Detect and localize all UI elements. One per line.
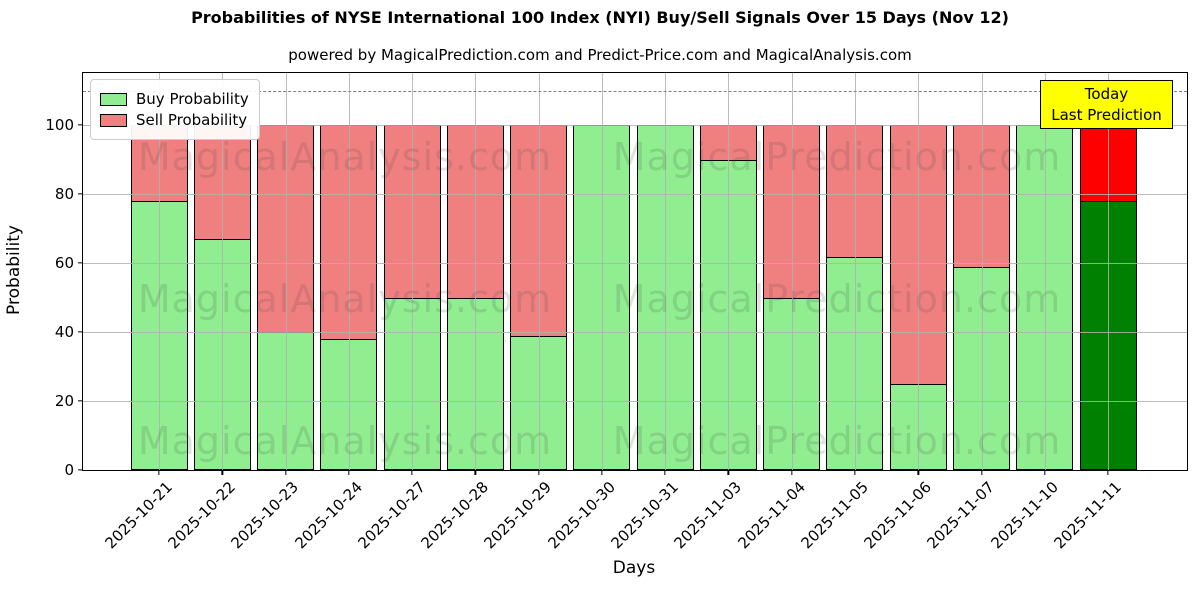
- x-axis-label: Days: [612, 558, 656, 578]
- legend: Buy Probability Sell Probability: [90, 79, 260, 140]
- x-tick-mark: [537, 470, 540, 475]
- x-tick-label: 2025-11-11: [1050, 478, 1125, 553]
- x-tick-mark: [917, 470, 919, 475]
- legend-item: Buy Probability: [100, 90, 249, 108]
- legend-swatch: [100, 92, 127, 106]
- gridline-v: [601, 73, 603, 470]
- x-tick-mark: [474, 470, 476, 475]
- today-annotation-line: Last Prediction: [1051, 105, 1162, 124]
- x-tick-label: 2025-11-07: [923, 478, 999, 553]
- gridline-h: [83, 332, 1187, 333]
- x-tick-mark: [158, 470, 160, 475]
- x-tick-mark: [411, 470, 413, 475]
- watermark-text: MagicalAnalysis.com: [137, 277, 553, 321]
- gridline-v: [538, 73, 540, 470]
- gridline-v: [1108, 73, 1110, 470]
- gridline-h: [83, 401, 1187, 402]
- x-tick-label: 2025-10-21: [101, 478, 176, 553]
- y-tick-mark: [78, 469, 83, 471]
- x-tick-label: 2025-11-05: [797, 478, 872, 553]
- y-tick-mark: [78, 400, 83, 402]
- today-annotation-line: Today: [1084, 84, 1129, 103]
- chart-subtitle: powered by MagicalPrediction.com and Pre…: [288, 46, 912, 64]
- gridline-v: [285, 73, 287, 470]
- x-tick-mark: [664, 470, 666, 475]
- gridline-h: [83, 125, 1187, 126]
- x-tick-mark: [1044, 470, 1046, 475]
- y-tick-label: 60: [54, 254, 74, 272]
- chart-title: Probabilities of NYSE International 100 …: [191, 8, 1009, 27]
- x-tick-mark: [727, 470, 730, 475]
- x-tick-label: 2025-10-28: [417, 478, 493, 553]
- x-tick-mark: [348, 470, 350, 475]
- watermark-text: MagicalPrediction.com: [612, 419, 1062, 463]
- today-annotation: Today Last Prediction: [1040, 80, 1173, 129]
- gridline-v: [159, 73, 160, 470]
- y-tick-mark: [78, 262, 83, 264]
- gridline-v: [791, 73, 793, 470]
- y-tick-mark: [78, 193, 83, 195]
- x-tick-label: 2025-10-29: [480, 478, 556, 553]
- watermark-text: MagicalAnalysis.com: [137, 135, 553, 179]
- x-tick-label: 2025-11-04: [734, 478, 809, 553]
- x-tick-mark: [791, 470, 793, 475]
- gridline-h: [83, 263, 1187, 264]
- gridline-v: [348, 73, 350, 470]
- plot-area: 2025-10-21 2025-10-22 2025-10-23 2025-10-24…: [45, 72, 1188, 552]
- watermark-text: MagicalPrediction.com: [612, 277, 1062, 321]
- x-tick-label: 2025-10-30: [544, 478, 619, 553]
- watermark-text: MagicalPrediction.com: [612, 135, 1062, 179]
- legend-label: Buy Probability: [136, 90, 249, 108]
- y-tick-mark: [78, 331, 83, 333]
- gridline-v: [1044, 73, 1046, 470]
- y-axis-label: Probability: [4, 225, 24, 315]
- y-tick-label: 20: [54, 392, 74, 410]
- x-tick-label: 2025-10-31: [607, 478, 682, 553]
- x-tick-label: 2025-11-03: [670, 478, 746, 553]
- gridline-v: [665, 73, 667, 470]
- legend-label: Sell Probability: [136, 111, 248, 129]
- x-tick-mark: [601, 470, 603, 475]
- x-tick-mark: [854, 470, 856, 475]
- x-tick-label: 2025-11-06: [860, 478, 935, 553]
- gridline-v: [728, 73, 730, 470]
- x-tick-label: 2025-11-10: [987, 478, 1062, 553]
- y-tick-label: 0: [64, 461, 74, 479]
- gridline-v: [475, 73, 477, 470]
- gridline-v: [412, 73, 414, 470]
- x-tick-label: 2025-10-22: [164, 478, 240, 553]
- x-tick-mark: [980, 470, 983, 475]
- legend-swatch: [100, 113, 127, 127]
- gridline-v: [981, 73, 983, 470]
- x-tick-label: 2025-10-24: [291, 478, 366, 553]
- gridline-v: [918, 73, 920, 470]
- y-tick-label: 40: [54, 323, 74, 341]
- y-tick-label: 100: [45, 116, 74, 134]
- threshold-dashed-line: [83, 90, 1187, 92]
- x-tick-mark: [221, 470, 223, 475]
- x-tick-mark: [1107, 470, 1109, 475]
- gridline-v: [222, 73, 224, 470]
- gridline-v: [854, 73, 856, 470]
- watermark-text: MagicalAnalysis.com: [137, 419, 553, 463]
- y-tick-label: 80: [54, 185, 74, 203]
- x-tick-label: 2025-10-23: [227, 478, 303, 553]
- x-tick-mark: [284, 470, 287, 475]
- gridline-h: [83, 194, 1187, 195]
- legend-item: Sell Probability: [100, 111, 249, 129]
- x-tick-label: 2025-10-27: [354, 478, 429, 553]
- y-tick-mark: [78, 124, 83, 126]
